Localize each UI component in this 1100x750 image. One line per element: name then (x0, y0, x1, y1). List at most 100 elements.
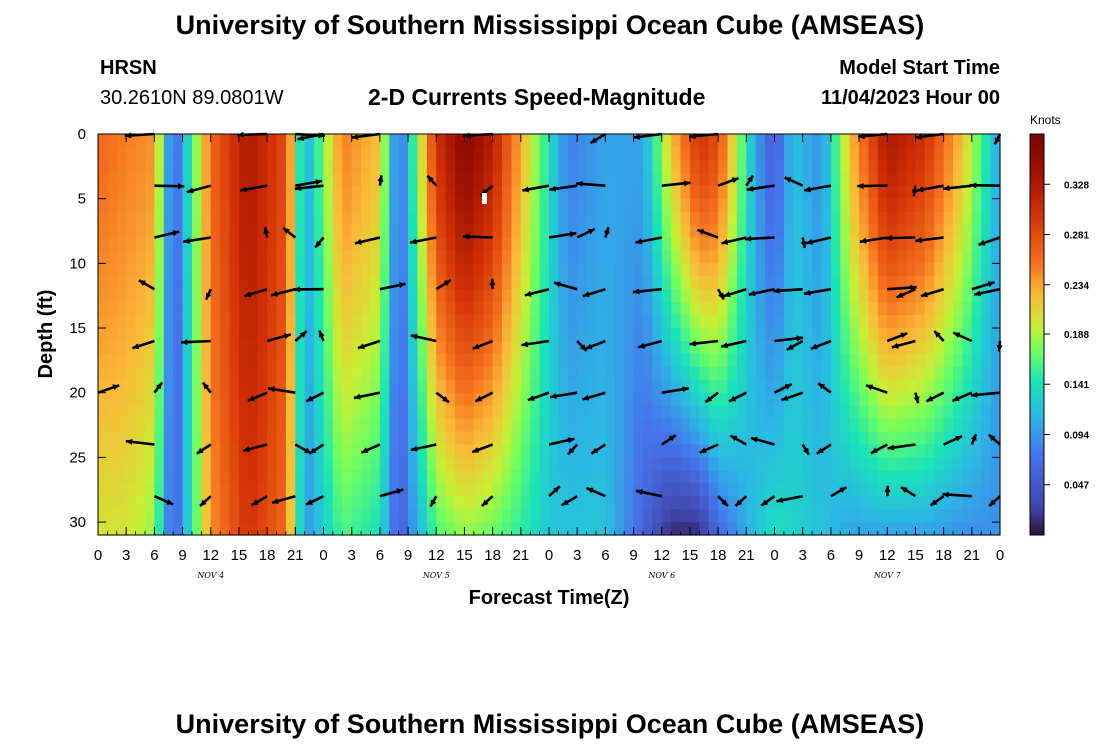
heatmap-cell (276, 172, 287, 187)
heatmap-cell (577, 263, 588, 277)
heatmap-cell (971, 211, 982, 226)
heatmap-cell (520, 185, 531, 200)
heatmap-cell (765, 353, 776, 368)
heatmap-cell (605, 431, 616, 446)
heatmap-cell (680, 146, 691, 161)
heatmap-cell (896, 483, 907, 497)
heatmap-cell (896, 185, 907, 200)
heatmap-cell (238, 340, 249, 355)
heatmap-cell (812, 224, 823, 239)
heatmap-cell (924, 224, 935, 239)
heatmap-cell (144, 392, 155, 407)
heatmap-cell (990, 444, 1001, 458)
heatmap-cell (257, 379, 268, 394)
heatmap-cell (614, 302, 625, 316)
vector-arrowhead (915, 237, 922, 244)
heatmap-cell (530, 211, 541, 226)
heatmap-cell (671, 509, 682, 523)
heatmap-cell (473, 224, 484, 239)
heatmap-cell (971, 366, 982, 381)
heatmap-cell (802, 340, 813, 355)
heatmap-cell (624, 263, 635, 277)
heatmap-cell (595, 366, 606, 381)
heatmap-cell (342, 470, 353, 484)
heatmap-cell (614, 496, 625, 510)
heatmap-cell (361, 237, 372, 252)
heatmap-cell (502, 470, 513, 484)
heatmap-cell (887, 457, 898, 471)
heatmap-cell (877, 185, 888, 200)
heatmap-cell (257, 366, 268, 381)
heatmap-cell (285, 509, 296, 523)
heatmap-cell (116, 353, 127, 368)
heatmap-cell (220, 328, 231, 342)
x-tick-label: 21 (738, 547, 755, 564)
heatmap-cell (595, 496, 606, 510)
heatmap-cell (426, 237, 437, 252)
heatmap-cell (135, 302, 146, 316)
heatmap-cell (342, 134, 353, 148)
heatmap-cell (191, 379, 202, 394)
heatmap-cell (661, 263, 672, 277)
heatmap-cell (285, 185, 296, 200)
heatmap-cell (990, 366, 1001, 381)
heatmap-cell (361, 263, 372, 277)
vector-arrowhead (683, 180, 691, 187)
heatmap-cell (445, 146, 456, 161)
heatmap-cell (642, 457, 653, 471)
heatmap-cell (934, 146, 945, 161)
heatmap-cell (943, 263, 954, 277)
heatmap-cell (257, 237, 268, 252)
heatmap-cell (774, 134, 785, 148)
heatmap-cell (154, 198, 165, 213)
heatmap-cell (126, 470, 137, 484)
station-name: HRSN (100, 57, 157, 79)
vector-arrowhead (155, 382, 163, 390)
heatmap-cell (520, 315, 531, 329)
heatmap-cell (436, 263, 447, 277)
heatmap-cell (567, 172, 578, 187)
heatmap-cell (539, 444, 550, 458)
heatmap-cell (229, 276, 240, 290)
heatmap-cell (924, 185, 935, 200)
heatmap-cell (398, 509, 409, 523)
heatmap-cell (502, 250, 513, 264)
speed-heatmap (98, 134, 1001, 536)
heatmap-cell (248, 146, 259, 161)
heatmap-cell (718, 444, 729, 458)
heatmap-cell (229, 405, 240, 420)
heatmap-cell (483, 483, 494, 497)
heatmap-cell (408, 405, 419, 420)
heatmap-cell (736, 379, 747, 394)
heatmap-cell (708, 328, 719, 342)
heatmap-cell (492, 146, 503, 161)
heatmap-cell (877, 418, 888, 433)
heatmap-cell (191, 250, 202, 264)
heatmap-cell (191, 146, 202, 161)
heatmap-cell (144, 237, 155, 252)
heatmap-cell (971, 159, 982, 174)
heatmap-cell (887, 224, 898, 239)
heatmap-cell (191, 444, 202, 458)
heatmap-cell (191, 522, 202, 536)
heatmap-cell (718, 366, 729, 381)
heatmap-cell (530, 483, 541, 497)
heatmap-cell (736, 444, 747, 458)
heatmap-cell (558, 483, 569, 497)
heatmap-cell (229, 185, 240, 200)
heatmap-cell (314, 366, 325, 381)
heatmap-cell (201, 444, 212, 458)
heatmap-cell (981, 366, 992, 381)
heatmap-cell (163, 392, 174, 407)
heatmap-cell (755, 185, 766, 200)
heatmap-cell (126, 263, 137, 277)
heatmap-cell (633, 496, 644, 510)
x-tick-label: 15 (682, 547, 699, 564)
vector-arrowhead (796, 335, 803, 342)
heatmap-cell (849, 134, 860, 148)
heatmap-cell (511, 250, 522, 264)
heatmap-cell (840, 159, 851, 174)
vector-arrowhead (978, 239, 986, 246)
heatmap-cell (981, 198, 992, 213)
heatmap-cell (370, 470, 381, 484)
